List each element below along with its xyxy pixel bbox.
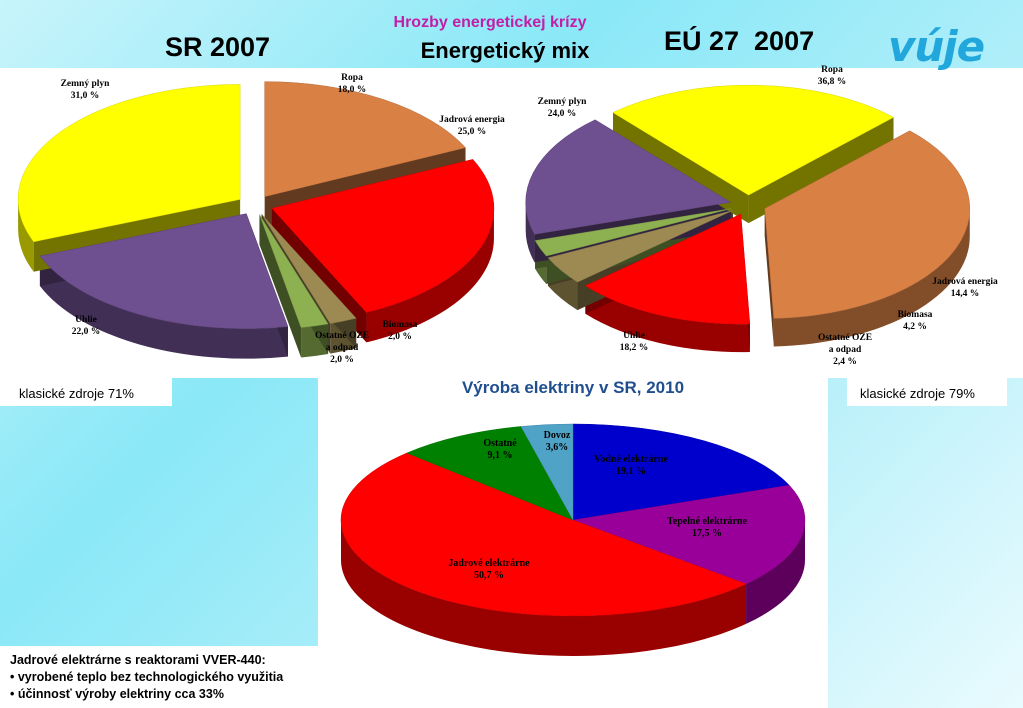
eu-slice-ostatne-oze-a-odpad [534,208,732,257]
info-text: Jadrové elektrárne s reaktorami VVER-440… [10,652,283,703]
info-box [0,646,320,708]
el-slice-tepelne-elektrarne [572,484,806,585]
el-label-dovoz: Dovoz 3,6% [544,430,571,453]
eu-label-uhlie: Uhlie 18,2 % [620,331,649,353]
sr-label-uhlie: Uhlie 22,0 % [72,315,101,337]
eu-slice-side-ropa [773,208,970,347]
el-label-vodne-elektrarne: Vodné elektrárne 19,1 % [594,454,668,477]
eu-label-jadrova-energia: Jadrová energia 14,4 % [932,277,998,299]
sr-label-ropa: Ropa 18,0 % [338,73,367,95]
el-pie: Vodné elektrárne 19,1 % Tepelné elektrárne… [340,423,806,656]
sr-slice-ropa [264,81,466,197]
note-right: klasické zdroje 79% [860,386,975,401]
sr-label-biomasa: Biomasa 2,0 % [383,320,418,342]
sr-pie: Ropa 18,0 % Jadrová energia 25,0 % Biomasa 2,… [17,73,505,365]
info-line: • účinnosť výroby elektriny cca 33% [10,687,224,701]
note-left-box [0,378,172,406]
el-slice-vodne-elektrarne [572,423,790,521]
el-slice-ostatne [406,426,574,521]
info-line: • vyrobené teplo bez technologického vyu… [10,670,284,684]
eu-chart-title: EÚ 27 2007 [664,26,815,56]
sr-slice-uhlie [39,213,289,329]
eu-label-ropa: Ropa 36,8 % [818,65,847,87]
electricity-chart-title: Výroba elektriny v SR, 2010 [461,378,685,397]
el-label-ostatne: Ostatné 9,1 % [483,438,517,461]
eu-slice-uhlie [525,119,732,235]
eu-slice-biomasa [547,210,734,283]
eu-pie: Ropa 36,8 % Jadrová energia 14,4 % Biomasa 4,… [525,65,998,367]
info-line: Jadrové elektrárne s reaktorami VVER-440… [10,653,266,667]
eu-slice-jadrova-energia [584,213,751,325]
sr-label-zemny-plyn: Zemný plyn 31,0 % [61,79,111,101]
slide-main-title: Energetický mix [420,38,590,63]
eu-slice-ropa [764,130,970,319]
eu-slice-zemny-plyn [612,84,895,196]
eu-slice-edge-zemny-plyn [748,117,894,224]
sr-slice-side-zemny-plyn [18,199,34,272]
sr-slice-jadrova-energia [271,159,495,313]
el-slice-side-tepelne-elektrarne [746,520,805,624]
eu-slice-side-jadrova-energia [585,285,750,353]
sr-label-jadrova-energia: Jadrová energia 25,0 % [439,115,505,137]
eu-slice-edge-ropa [764,208,774,347]
el-label-tepelne-elektrarne: Tepelné elektrárne 17,5 % [667,516,747,539]
eu-label-zemny-plyn: Zemný plyn 24,0 % [538,97,588,119]
note-left: klasické zdroje 71% [19,386,134,401]
note-right-box [847,378,1007,406]
vuje-logo: vúje [888,22,985,71]
el-label-jadrove-elektrarne: Jadrové elektrárne 50,7 % [448,558,530,581]
el-slice-side-jadrove-elektrarne [341,520,747,656]
sr-label-ostatne-oze-a-odpad: Ostatné OZE a odpad 2,0 % [315,331,369,365]
eu-label-ostatne-oze-a-odpad: Ostatné OZE a odpad 2,4 % [818,333,872,367]
el-slice-dovoz [520,423,574,521]
sr-slice-ostatne-oze-a-odpad [259,214,329,328]
sr-slice-side-jadrova-energia [366,208,494,343]
el-slice-jadrove-elektrarne [340,452,747,617]
sr-chart-title: SR 2007 [165,32,271,62]
eu-slice-side-uhlie [525,202,535,263]
sr-slice-edge-ostatne-oze-a-odpad [259,214,302,358]
eu-label-biomasa: Biomasa 4,2 % [898,310,933,332]
sr-slice-zemny-plyn [17,84,241,243]
sr-slice-side-uhlie [39,256,288,359]
slide-top-title: Hrozby energetickej krízy [393,14,587,31]
sr-slice-biomasa [261,214,357,324]
